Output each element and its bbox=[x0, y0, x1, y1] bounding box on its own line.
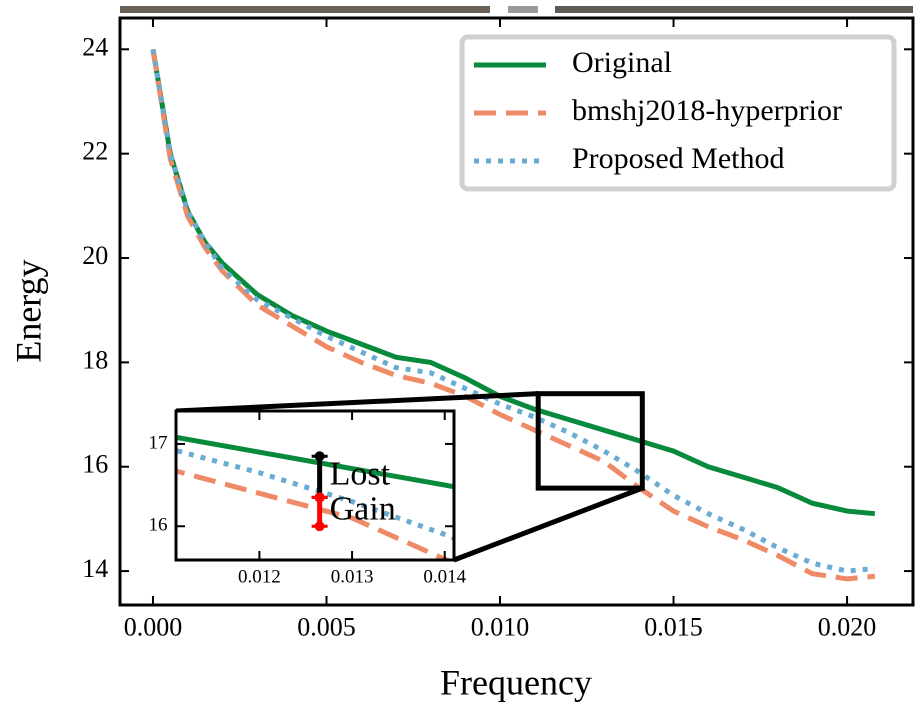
plot-lines bbox=[150, 48, 876, 582]
annotation-point bbox=[314, 492, 325, 503]
y-tick-label: 17 bbox=[148, 432, 167, 453]
x-tick-label: 0.000 bbox=[124, 613, 183, 642]
y-tick-label: 18 bbox=[82, 345, 108, 374]
x-tick-label: 0.005 bbox=[297, 613, 356, 642]
annotation-point bbox=[314, 451, 325, 462]
legend-label: Proposed Method bbox=[572, 142, 785, 175]
legend-label: Original bbox=[572, 46, 672, 79]
legend-box bbox=[459, 34, 897, 192]
y-axis-label: Energy bbox=[8, 259, 48, 362]
annotation-point bbox=[314, 521, 325, 532]
y-tick-label: 22 bbox=[82, 137, 108, 166]
x-tick-label: 0.020 bbox=[818, 613, 877, 642]
zoom-connector bbox=[175, 391, 539, 414]
x-tick-label: 0.015 bbox=[644, 613, 703, 642]
legend-label: bmshj2018-hyperprior bbox=[572, 94, 842, 127]
y-tick-label: 16 bbox=[82, 450, 108, 479]
y-tick-label: 16 bbox=[148, 515, 167, 536]
plot-background bbox=[176, 411, 454, 560]
y-tick-label: 14 bbox=[82, 554, 108, 583]
y-tick-label: 24 bbox=[82, 32, 108, 61]
y-tick-label: 20 bbox=[82, 241, 108, 270]
plot-frame bbox=[118, 16, 915, 607]
zoom-connector bbox=[453, 485, 644, 563]
image-strip bbox=[120, 6, 913, 13]
x-tick-label: 0.013 bbox=[331, 566, 374, 587]
annotation-label: Lost bbox=[330, 456, 391, 493]
x-axis-label: Frequency bbox=[440, 662, 592, 702]
x-tick-label: 0.014 bbox=[423, 566, 466, 587]
x-tick-label: 0.012 bbox=[238, 566, 281, 587]
zoom-box bbox=[535, 391, 645, 491]
x-tick-label: 0.010 bbox=[471, 613, 530, 642]
series-line bbox=[150, 48, 876, 517]
plot-frame bbox=[174, 409, 456, 562]
annotation-label: Gain bbox=[330, 491, 396, 528]
